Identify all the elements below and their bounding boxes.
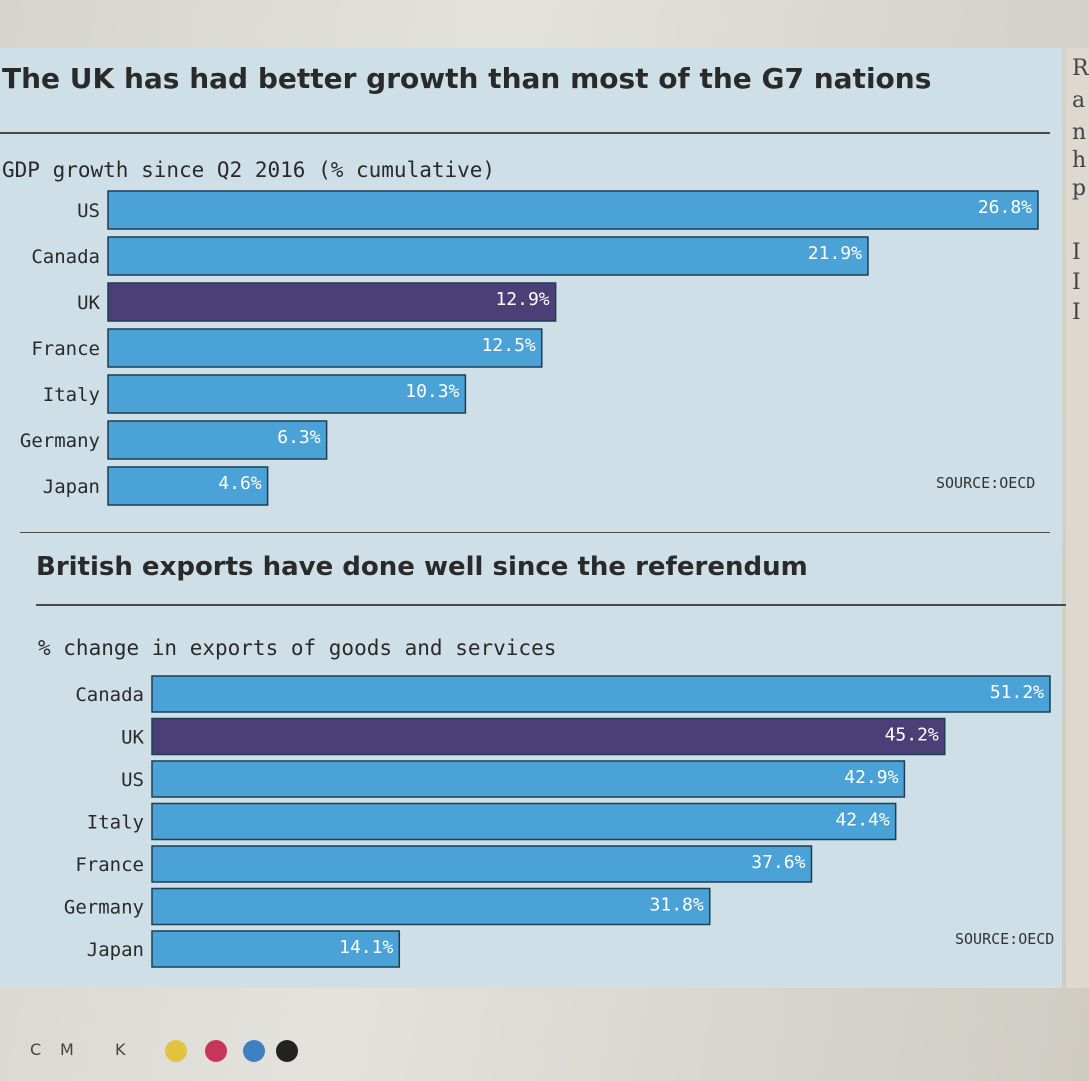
margin-letter: h xyxy=(1072,148,1087,173)
print-registration-marks: C M K xyxy=(0,1030,320,1070)
value-label: 26.8% xyxy=(978,197,1032,218)
bar xyxy=(151,887,711,926)
margin-letter: I xyxy=(1072,300,1081,325)
print-mark-letter: C xyxy=(30,1040,42,1059)
margin-letter: I xyxy=(1072,270,1081,295)
margin-letter: p xyxy=(1072,176,1087,201)
category-label: Canada xyxy=(31,246,100,268)
category-label: Japan xyxy=(87,939,144,961)
value-label: 21.9% xyxy=(808,243,862,264)
bar xyxy=(107,374,467,414)
value-label: 51.2% xyxy=(990,682,1044,703)
black-swatch xyxy=(276,1040,298,1062)
print-mark-letter: M xyxy=(60,1040,74,1059)
bar xyxy=(107,328,543,368)
chart1-gdp-growth: US 26.8% Canada 21.9% UK 12.9% France 12.5% Ital… xyxy=(20,190,1039,506)
value-label: 31.8% xyxy=(650,895,704,916)
bar xyxy=(107,236,869,276)
chart2-subtitle: % change in exports of goods and service… xyxy=(38,636,557,660)
chart2-rule xyxy=(36,604,1066,606)
cyan-swatch xyxy=(243,1040,265,1062)
value-label: 4.6% xyxy=(218,473,262,494)
margin-letter: I xyxy=(1072,240,1081,265)
chart-divider xyxy=(20,532,1050,533)
print-mark-letter: K xyxy=(115,1040,126,1059)
bar-highlight xyxy=(151,717,946,756)
chart1-subtitle: GDP growth since Q2 2016 (% cumulative) xyxy=(2,158,496,182)
yellow-swatch xyxy=(165,1040,187,1062)
value-label: 45.2% xyxy=(885,725,939,746)
bar-highlight xyxy=(107,282,557,322)
chart1-title: The UK has had better growth than most o… xyxy=(2,62,932,95)
margin-letter: R xyxy=(1072,56,1089,81)
bar xyxy=(151,675,1051,713)
value-label: 6.3% xyxy=(277,427,321,448)
chart2-exports-change: Canada 51.2% UK 45.2% US 42.9% Italy 42.4% Franc… xyxy=(64,675,1051,968)
category-label: UK xyxy=(77,292,100,314)
category-label: US xyxy=(121,769,144,791)
value-label: 42.9% xyxy=(844,767,898,788)
category-label: France xyxy=(75,854,144,876)
chart2-source: SOURCE:OECD xyxy=(955,930,1055,948)
category-label: Italy xyxy=(43,384,100,406)
bar xyxy=(151,845,813,883)
category-label: Italy xyxy=(87,812,144,834)
category-label: Canada xyxy=(75,684,144,706)
value-label: 12.9% xyxy=(495,289,549,310)
category-label: US xyxy=(77,200,100,222)
bar xyxy=(107,190,1039,230)
chart1-source: SOURCE:OECD xyxy=(936,474,1036,492)
value-label: 12.5% xyxy=(482,335,536,356)
chart2-title: British exports have done well since the… xyxy=(36,552,808,582)
value-label: 10.3% xyxy=(405,381,459,402)
chart1-rule xyxy=(0,132,1050,134)
value-label: 14.1% xyxy=(339,937,393,958)
category-label: France xyxy=(31,338,100,360)
bar xyxy=(107,466,269,506)
category-label: Japan xyxy=(43,476,100,498)
category-label: Germany xyxy=(64,897,144,919)
value-label: 42.4% xyxy=(835,810,889,831)
bar xyxy=(151,760,906,798)
category-label: UK xyxy=(121,727,144,749)
bar xyxy=(151,930,401,968)
margin-letter: a xyxy=(1072,88,1086,113)
category-label: Germany xyxy=(20,430,100,452)
margin-letter: n xyxy=(1072,120,1087,145)
value-label: 37.6% xyxy=(751,852,805,873)
magenta-swatch xyxy=(205,1040,227,1062)
adjacent-column-text: R a n h p I I I xyxy=(1066,48,1089,988)
bar xyxy=(107,420,328,460)
bar xyxy=(151,802,897,841)
